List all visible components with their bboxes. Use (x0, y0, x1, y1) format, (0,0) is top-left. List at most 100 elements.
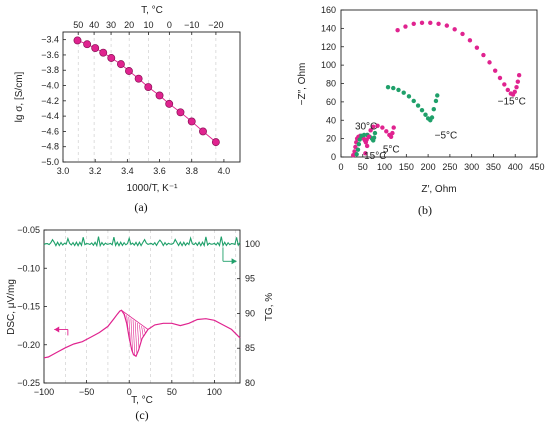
panel-a-y-tick-label: −4.2 (41, 96, 59, 106)
panel-b-y-tick-label: 160 (321, 5, 336, 15)
panel-b-data-point (391, 125, 396, 130)
panel-b-x-tick-label: 100 (377, 162, 392, 172)
panel-a-x-tick-label: 3.6 (153, 166, 166, 176)
panel-c-dsc-arrow-head (54, 326, 60, 333)
panel-a-data-point (83, 40, 92, 49)
panel-a-y-tick-label: −4.8 (41, 142, 59, 152)
panel-a-x-tick-label: 3.8 (185, 166, 198, 176)
panel-b-annotation: −5°C (435, 131, 458, 142)
panel-c-right-axis-label: TG, % (264, 293, 275, 321)
panel-b-y-tick-label: 20 (326, 134, 336, 144)
panel-a-y-tick-label: −4.6 (41, 126, 59, 136)
panel-b-x-axis-label: Z′, Ohm (421, 184, 456, 195)
panel-b-data-point (419, 107, 425, 113)
panel-b-data-point (436, 21, 441, 26)
panel-b-annotation: 15°C (364, 151, 386, 162)
panel-b-data-point (411, 98, 416, 104)
panel-c-y-tick-label: −0.20 (17, 340, 40, 350)
panel-b-data-point (502, 82, 507, 87)
panel-b-data-point (375, 123, 380, 128)
panel-a-top-axis-label: T, °C (141, 5, 163, 16)
panel-b-data-point (474, 45, 480, 50)
panel-a-chart: 3.0 3.2 3.4 3.6 3.8 4.0 −3.4 −3.6 −3.8 −4.0 −4.2 −4… (14, 5, 241, 194)
panel-b-chart: 0 50 100 150 200 250 300 350 400 4500204060801001… (297, 5, 545, 195)
panel-c-right-tick-label: 80 (245, 378, 255, 388)
panel-a-x-tick-label: 3.2 (89, 166, 102, 176)
panel-b-data-point (356, 141, 362, 147)
panel-b-data-point (505, 87, 511, 93)
panel-b-data-point (372, 130, 378, 136)
panel-a-top-tick-label: 40 (89, 20, 99, 30)
panel-c-x-tick-label: 0 (127, 387, 132, 397)
panel-b-data-point (514, 84, 519, 90)
panel-a-data-point (187, 117, 196, 126)
panel-c-hatch-line (130, 318, 133, 353)
panel-b-data-point (431, 107, 436, 112)
panel-c-tg-curve (43, 236, 241, 248)
panel-b-data-point (406, 94, 412, 99)
panel-c-x-tick-label: 100 (207, 387, 222, 397)
panel-c-hatch-line (134, 321, 138, 355)
panel-a-data-point (91, 44, 100, 53)
panel-c-hatch-line (128, 316, 131, 345)
panel-c-x-axis-label: T, °C (131, 395, 153, 405)
panel-c-hatch-line (141, 326, 144, 337)
panel-b-data-point (364, 143, 370, 149)
panel-c-y-tick-label: −0.25 (17, 378, 40, 388)
panel-a-y-tick-label: −5.0 (41, 157, 59, 167)
panel-a-data-point (73, 36, 82, 45)
panel-a-y-tick-label: −3.4 (41, 35, 59, 45)
panel-b-data-point (415, 103, 421, 108)
panel-c-hatch-line (139, 324, 142, 342)
panel-b-y-tick-label: 60 (326, 97, 336, 107)
panel-a-top-tick-label: −10 (184, 20, 199, 30)
panel-b-y-tick-label: 80 (326, 79, 336, 89)
panel-c-plot-frame (43, 229, 241, 384)
panel-b-data-point (361, 132, 367, 138)
panel-b-annotation: −15°C (498, 97, 526, 108)
panel-c-x-tick-label: −100 (34, 387, 54, 397)
panel-b-data-point (371, 135, 377, 140)
panel-b-x-tick-label: 300 (464, 162, 479, 172)
panel-c-chart: −100 −50 0 50 100 −0.05 −0.10 −0.15 −0.20 −0.25 10… (6, 225, 275, 405)
panel-c-hatch-line (143, 327, 146, 334)
panel-a-data-point (116, 60, 125, 69)
panel-b-data-point (350, 152, 356, 158)
panel-a-data-point (134, 74, 143, 83)
panel-b-x-tick-label: 350 (486, 162, 501, 172)
panel-b-data-point (391, 85, 396, 91)
panel-a-data-point (125, 67, 133, 75)
panel-a-data-point (199, 127, 207, 136)
panel-b-x-tick-label: 200 (421, 162, 436, 172)
panel-c-hatch-line (137, 322, 140, 349)
panel-b-series-3 (385, 84, 440, 123)
panel-b-data-point (368, 128, 373, 133)
panel-b-data-point (388, 134, 394, 139)
panel-b-data-point (515, 79, 521, 84)
panel-b-x-tick-label: 150 (399, 162, 414, 172)
panel-b-data-point (467, 38, 473, 43)
panel-a-data-point (155, 91, 164, 100)
panel-b-data-point (384, 129, 389, 134)
panel-b-data-point (460, 31, 465, 37)
panel-b-data-point (492, 68, 498, 73)
panel-c-label: (c) (135, 408, 149, 422)
panel-b-series-2 (363, 123, 396, 156)
panel-a-data-point (176, 108, 185, 117)
panel-a-top-tick-label: −20 (208, 20, 223, 30)
panel-b-y-tick-label: 40 (326, 115, 336, 125)
panel-b-data-point (497, 75, 503, 81)
panel-c-right-tick-label: 95 (245, 274, 255, 284)
panel-a-data-point (211, 138, 220, 147)
panel-b-data-point (371, 124, 376, 129)
panel-b-series-1 (354, 130, 378, 157)
panel-b-data-point (355, 147, 361, 152)
panel-b-data-point (423, 112, 428, 117)
panel-b-data-point (481, 52, 486, 58)
panel-c-dsc-curve (43, 309, 241, 359)
panel-b-data-point (435, 93, 440, 98)
panel-a-data-point (107, 54, 116, 62)
panel-c-y-axis-label: DSC, μV/mg (6, 279, 17, 335)
panel-b-x-tick-label: 450 (529, 162, 544, 172)
